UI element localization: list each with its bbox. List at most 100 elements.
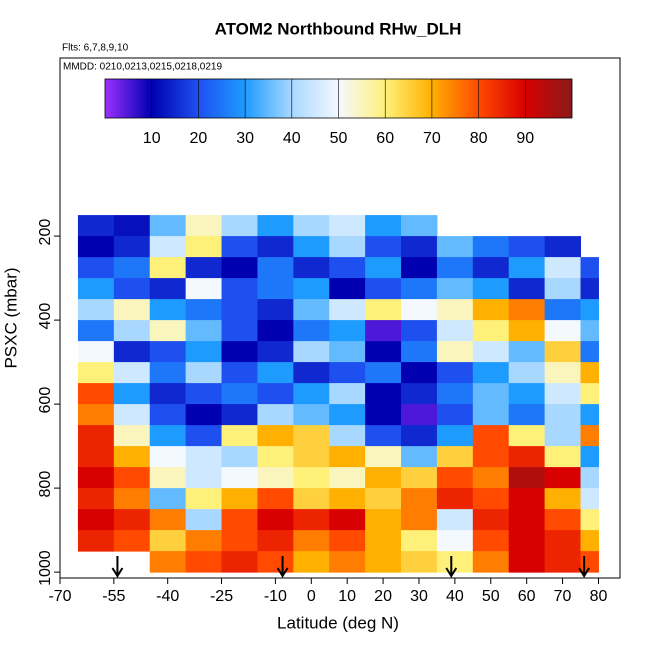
heatmap-cell <box>365 341 402 363</box>
heatmap-cell <box>365 257 402 279</box>
heatmap-cell <box>508 299 546 321</box>
heatmap-cell <box>221 341 258 363</box>
heatmap-cell <box>329 299 366 321</box>
heatmap-cell <box>436 509 474 531</box>
heatmap-cell <box>293 215 330 237</box>
heatmap-cell <box>293 467 330 489</box>
heatmap-cell <box>113 320 151 342</box>
heatmap-cell <box>436 488 474 510</box>
heatmap-cell <box>185 530 223 552</box>
heatmap-cell <box>436 341 474 363</box>
heatmap-cell <box>257 509 294 531</box>
heatmap-cell <box>436 551 474 573</box>
heatmap-cell <box>544 446 582 468</box>
heatmap-cell <box>508 551 546 573</box>
heatmap-cell <box>77 215 115 237</box>
y-tick-label: 1000 <box>37 550 54 586</box>
heatmap-cell <box>365 404 402 426</box>
heatmap-cell <box>221 467 258 489</box>
heatmap-cell <box>257 257 294 279</box>
heatmap-cell <box>149 278 187 300</box>
heatmap-cell <box>221 236 258 258</box>
heatmap-cell <box>257 299 294 321</box>
heatmap-cell <box>185 425 223 447</box>
heatmap-cell <box>149 425 187 447</box>
heatmap-cell <box>401 320 438 342</box>
heatmap-cell <box>329 215 366 237</box>
chart-title: ATOM2 Northbound RHw_DLH <box>215 19 462 38</box>
heatmap-cell <box>401 425 438 447</box>
heatmap-cell <box>149 530 187 552</box>
heatmap-cell <box>580 425 599 447</box>
heatmap-cell <box>77 362 115 384</box>
heatmap-cell <box>580 383 599 405</box>
heatmap-cell <box>436 404 474 426</box>
heatmap-cell <box>293 404 330 426</box>
heatmap-cell <box>149 299 187 321</box>
heatmap-cell <box>472 404 510 426</box>
heatmap-cell <box>472 551 510 573</box>
heatmap-cell <box>77 488 115 510</box>
heatmap-cell <box>293 488 330 510</box>
heatmap-cell <box>329 509 366 531</box>
heatmap-cell <box>257 467 294 489</box>
heatmap-cell <box>580 362 599 384</box>
heatmap-cell <box>365 509 402 531</box>
heatmap-cell <box>472 320 510 342</box>
heatmap-cell <box>113 509 151 531</box>
heatmap-cell <box>221 299 258 321</box>
heatmap-cell <box>293 299 330 321</box>
heatmap-cell <box>257 551 294 573</box>
heatmap-cell <box>436 299 474 321</box>
heatmap-cell <box>580 404 599 426</box>
heatmap-cell <box>365 488 402 510</box>
heatmap-cell <box>257 488 294 510</box>
heatmap-cell <box>365 425 402 447</box>
heatmap-cell <box>401 257 438 279</box>
heatmap-cell <box>185 404 223 426</box>
heatmap-cell <box>221 362 258 384</box>
heatmap-cell <box>293 320 330 342</box>
x-tick-label: -25 <box>210 588 233 605</box>
heatmap-cell <box>580 257 599 279</box>
heatmap-cell <box>401 509 438 531</box>
heatmap-cell <box>365 215 402 237</box>
heatmap-cell <box>185 362 223 384</box>
heatmap-cell <box>77 299 115 321</box>
heatmap-cell <box>149 257 187 279</box>
heatmap-cell <box>329 257 366 279</box>
heatmap-cell <box>508 425 546 447</box>
heatmap-cell <box>544 320 582 342</box>
heatmap-cell <box>293 236 330 258</box>
heatmap-cell <box>113 467 151 489</box>
y-axis-label: PSXC (mbar) <box>1 267 20 368</box>
heatmap-cell <box>472 362 510 384</box>
heatmap-cell <box>508 530 546 552</box>
x-tick-label: 80 <box>590 588 608 605</box>
heatmap-cell <box>185 215 223 237</box>
heatmap-cell <box>544 257 582 279</box>
heatmap-cell <box>436 278 474 300</box>
heatmap-cell <box>149 362 187 384</box>
heatmap-cell <box>293 278 330 300</box>
heatmap-cell <box>365 467 402 489</box>
subtitle: Flts: 6,7,8,9,10 <box>62 43 129 54</box>
heatmap-cell <box>580 299 599 321</box>
heatmap-cell <box>472 425 510 447</box>
heatmap-cell <box>436 236 474 258</box>
heatmap-cell <box>580 320 599 342</box>
heatmap-cell <box>401 467 438 489</box>
heatmap-cell <box>365 299 402 321</box>
heatmap-cell <box>436 530 474 552</box>
heatmap-cell <box>257 383 294 405</box>
heatmap-cell <box>185 257 223 279</box>
heatmap-cell <box>365 446 402 468</box>
heatmap-cell <box>77 530 115 552</box>
heatmap-cell <box>221 488 258 510</box>
heatmap-cell <box>77 236 115 258</box>
heatmap-cell <box>401 404 438 426</box>
x-tick-label: 20 <box>374 588 392 605</box>
heatmap-cell <box>472 467 510 489</box>
